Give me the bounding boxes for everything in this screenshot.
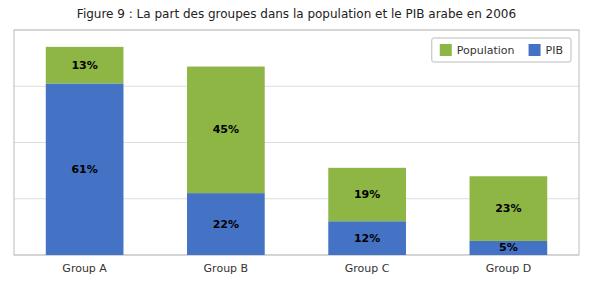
x-tick-label: Group A (62, 262, 107, 275)
legend-label: Population (457, 44, 515, 57)
data-label: 13% (71, 59, 97, 72)
legend-item: PIB (529, 44, 563, 57)
data-labels: 61% 22% 12% 5% 13% 45% 19% 23% (71, 59, 521, 255)
chart-container: Figure 9 : La part des groupes dans la p… (0, 0, 593, 283)
plot-frame (14, 30, 579, 255)
x-tick-label: Group C (345, 262, 390, 275)
bar (187, 193, 265, 255)
bar (187, 67, 265, 194)
data-label: 61% (71, 163, 97, 176)
legend-item: Population (440, 44, 515, 57)
x-tick-label: Group B (204, 262, 249, 275)
bar (328, 168, 406, 221)
data-label: 5% (499, 241, 518, 254)
x-axis: Group A Group B Group C Group D (62, 262, 531, 275)
bar (470, 241, 548, 255)
bar (46, 83, 124, 255)
data-label: 22% (213, 218, 239, 231)
data-label: 12% (354, 232, 380, 245)
chart: Figure 9 : La part des groupes dans la p… (0, 0, 593, 283)
grid (14, 30, 579, 255)
bar (328, 221, 406, 255)
bar (46, 47, 124, 84)
title: Figure 9 : La part des groupes dans la p… (77, 7, 516, 21)
legend-swatch (529, 44, 541, 56)
legend-label: PIB (546, 44, 563, 57)
legend-swatch (440, 44, 452, 56)
data-label: 45% (213, 123, 239, 136)
legend-box (432, 38, 571, 62)
x-tick-label: Group D (486, 262, 531, 275)
bar (470, 176, 548, 241)
bars (46, 47, 547, 255)
data-label: 23% (495, 202, 521, 215)
legend: Population PIB (432, 38, 571, 62)
data-label: 19% (354, 188, 380, 201)
